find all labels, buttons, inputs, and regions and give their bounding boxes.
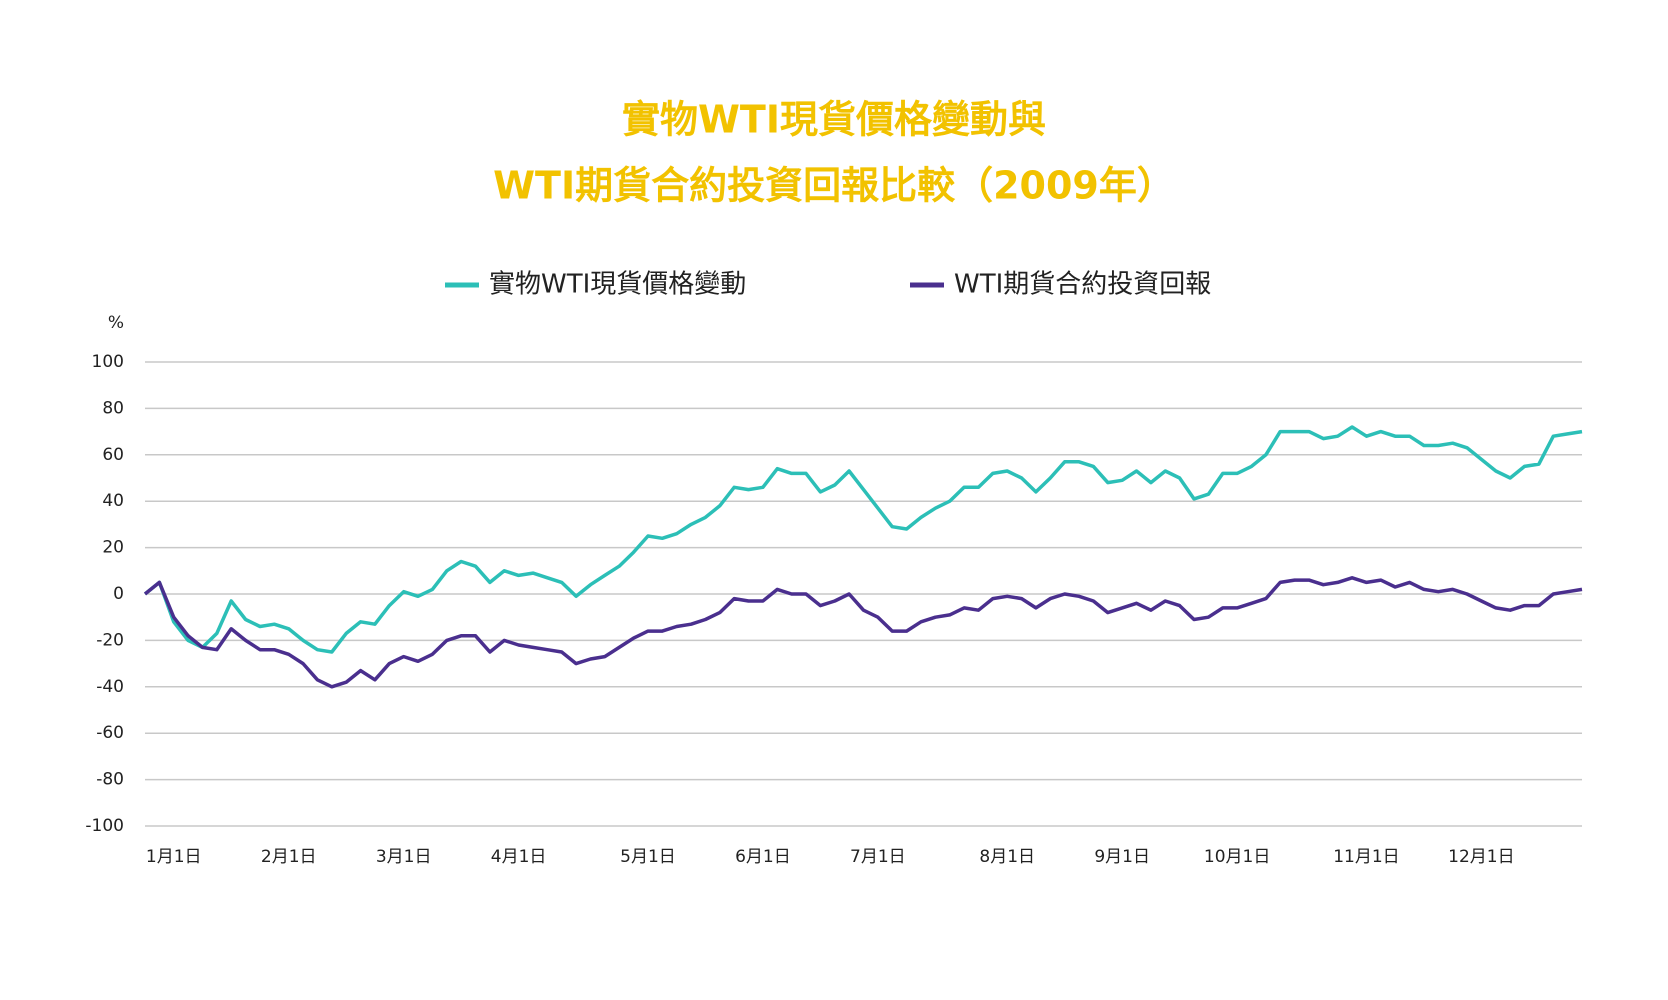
x-tick-label: 12月1日 (1448, 847, 1514, 867)
y-tick-label: 0 (113, 584, 124, 604)
y-tick-label: -40 (96, 677, 124, 697)
x-tick-label: 4月1日 (491, 847, 547, 867)
y-axis-label: % (108, 313, 124, 333)
x-tick-label: 11月1日 (1333, 847, 1399, 867)
y-tick-label: 40 (102, 491, 124, 511)
y-tick-label: -80 (96, 770, 124, 790)
y-tick-label: -60 (96, 723, 124, 743)
x-tick-label: 10月1日 (1204, 847, 1270, 867)
y-tick-label: -20 (96, 630, 124, 650)
data-line (143, 576, 1583, 689)
x-tick-label: 1月1日 (146, 847, 202, 867)
legend-label: WTI期貨合約投資回報 (954, 270, 1211, 300)
x-tick-label: 2月1日 (261, 847, 317, 867)
y-tick-label: 100 (92, 352, 124, 372)
chart-title: WTI期貨合約投資回報比較（2009年） (493, 164, 1175, 208)
y-tick-label: 80 (102, 398, 124, 418)
x-tick-label: 9月1日 (1094, 847, 1150, 867)
y-tick-label: -100 (85, 816, 124, 836)
y-tick-label: 20 (102, 538, 124, 558)
y-tick-label: 60 (102, 445, 124, 465)
x-tick-label: 6月1日 (735, 847, 791, 867)
data-line (143, 425, 1583, 654)
x-tick-label: 7月1日 (850, 847, 906, 867)
legend-label: 實物WTI現貨價格變動 (489, 270, 746, 300)
x-tick-label: 3月1日 (376, 847, 432, 867)
x-tick-label: 8月1日 (979, 847, 1035, 867)
x-tick-label: 5月1日 (620, 847, 676, 867)
chart-title: 實物WTI現貨價格變動與 (622, 98, 1046, 142)
